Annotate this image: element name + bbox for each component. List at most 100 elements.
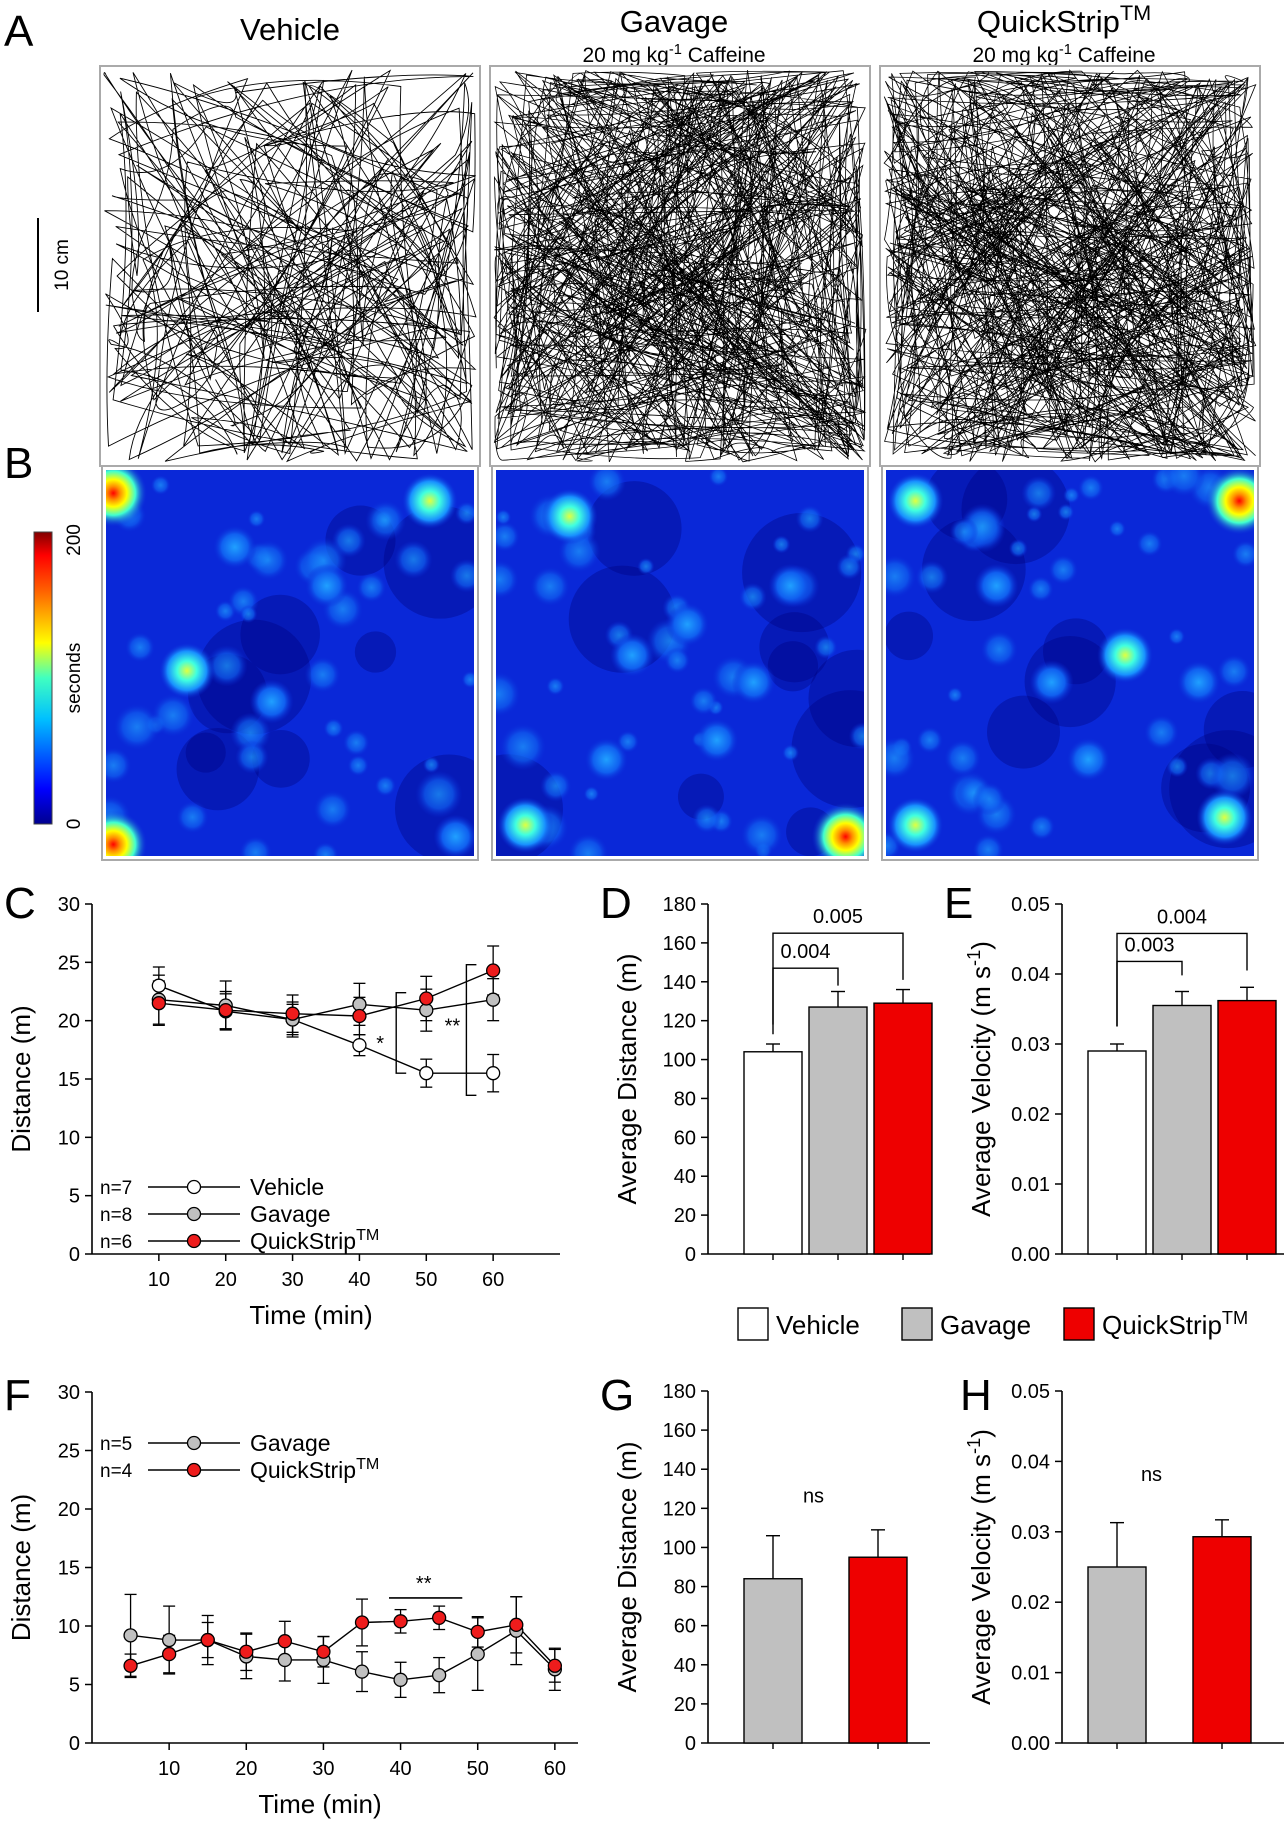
heatmap-speckle — [449, 558, 474, 593]
heatmap-speckle — [374, 774, 397, 797]
heatmap-speckle — [915, 560, 949, 594]
x-tick-label: 10 — [158, 1758, 180, 1780]
heatmap-hotspot — [768, 563, 813, 608]
y-tick-label: 140 — [663, 972, 696, 994]
y-tick-label: 100 — [663, 1050, 696, 1072]
heatmap-speckle — [916, 726, 944, 754]
x-tick-label: 40 — [348, 1269, 370, 1291]
y-tick-label: 0.05 — [1011, 1381, 1050, 1403]
bar-quickstrip — [873, 1002, 933, 1255]
heatmap-speckle — [886, 554, 917, 599]
heatmap-speckle — [836, 553, 863, 580]
heatmap-hotspot — [249, 679, 294, 724]
heatmap-speckle — [567, 833, 609, 856]
heatmap-speckle — [124, 632, 156, 663]
track-path-2 — [883, 69, 1257, 463]
heatmap-speckle — [664, 647, 691, 674]
data-point — [419, 991, 434, 1006]
data-point — [161, 1632, 177, 1648]
colorbar-max: 200 — [64, 524, 85, 556]
comparison-bracket — [1116, 932, 1248, 1027]
x-tick-label: 20 — [235, 1758, 257, 1780]
series-line-0 — [158, 985, 494, 1074]
comparison-bracket — [772, 932, 904, 1025]
y-tick-label: 40 — [674, 1655, 696, 1677]
heatmap-hotspot — [106, 470, 148, 528]
legend-n: n=7 — [100, 1178, 132, 1199]
col-subtitle-gavage: 20 mg kg-1 Caffeine — [582, 42, 765, 67]
legend-marker — [186, 1435, 202, 1451]
tracking-panels — [99, 65, 1261, 467]
y-tick-label: 0.04 — [1011, 1451, 1050, 1473]
panel-letter-d: D — [600, 879, 632, 928]
heatmap-speckle — [1143, 714, 1180, 751]
heatmap-speckle — [247, 539, 289, 581]
data-point — [123, 1628, 138, 1643]
heatmap-speckle — [540, 770, 572, 802]
heatmap-speckle — [587, 470, 627, 501]
heatmap-hotspot — [1066, 737, 1111, 782]
heatmap-hotspot — [1205, 470, 1254, 535]
heatmap-speckle — [1027, 575, 1054, 603]
heatmap-speckle — [692, 804, 722, 834]
data-point — [485, 1066, 501, 1081]
y-tick-label: 0.03 — [1011, 1034, 1050, 1056]
legend-marker — [186, 1462, 202, 1478]
col-subtitle-quickstrip: 20 mg kg-1 Caffeine — [972, 42, 1155, 67]
x-tick-label: 30 — [312, 1758, 334, 1780]
heatmap-speckle — [113, 703, 161, 751]
panel-letter-b: B — [4, 439, 33, 488]
heatmap-speckle — [342, 729, 370, 757]
data-point — [218, 1003, 233, 1018]
heatmap-speckle — [943, 739, 982, 778]
heatmap-hotspot — [1097, 627, 1154, 684]
series-line-1 — [130, 1617, 556, 1667]
panel-letter-h: H — [960, 1371, 992, 1420]
heatmap-shadow — [185, 732, 226, 773]
legend-marker — [186, 1206, 202, 1222]
heatmap-hotspot — [304, 563, 349, 608]
col-title-gavage: Gavage — [620, 4, 729, 39]
x-axis-label: Time (min) — [249, 1300, 372, 1330]
y-tick-label: 20 — [58, 1011, 80, 1033]
y-tick-label: 0 — [69, 1733, 80, 1755]
heatmap-speckle — [886, 736, 916, 780]
heatmap-shadow — [354, 631, 397, 673]
data-point — [352, 1038, 367, 1053]
heatmap-speckle — [415, 770, 463, 818]
bar-legend: Vehicle Gavage QuickStripTM — [737, 1307, 1248, 1341]
heatmap-speckle — [980, 630, 1019, 669]
data-point — [431, 1667, 447, 1683]
y-tick-label: 15 — [58, 1558, 80, 1580]
heatmap-shadow — [886, 611, 934, 661]
x-tick-label: 40 — [389, 1758, 411, 1780]
legend-n: n=8 — [100, 1205, 132, 1226]
data-point — [161, 1646, 177, 1662]
legend-swatch-1 — [901, 1307, 933, 1341]
heatmap-speckle — [151, 693, 196, 738]
data-point — [316, 1644, 331, 1659]
heatmap-panels — [101, 465, 1259, 861]
x-tick-label: 50 — [467, 1758, 489, 1780]
data-point — [200, 1632, 215, 1648]
heatmap-speckle — [1057, 503, 1075, 521]
heatmap-speckle — [206, 645, 248, 687]
legend-label-0: Vehicle — [776, 1310, 860, 1340]
heatmap-speckle — [235, 740, 269, 774]
heatmap-speckle — [356, 572, 387, 603]
heatmap-hotspot — [887, 797, 944, 854]
ns-label: ns — [803, 1485, 824, 1507]
panel-letter-a: A — [4, 7, 34, 56]
significance-marker: ** — [445, 1016, 461, 1038]
data-point — [354, 1615, 370, 1630]
chart-c-distance-time: 0 5 10 15 20 25 30 10 20 30 40 50 60 Time (min) Distan… — [6, 894, 560, 1330]
y-tick-label: 10 — [58, 1616, 80, 1638]
heatmap-hotspot — [887, 472, 944, 529]
colorbar-min: 0 — [64, 819, 85, 830]
y-tick-label: 160 — [663, 1420, 696, 1442]
y-tick-label: 60 — [674, 1127, 696, 1149]
heatmap-speckle — [1136, 530, 1163, 557]
x-tick-label: 50 — [415, 1269, 437, 1291]
legend-n: n=6 — [100, 1232, 132, 1253]
y-tick-label: 30 — [58, 1382, 80, 1404]
